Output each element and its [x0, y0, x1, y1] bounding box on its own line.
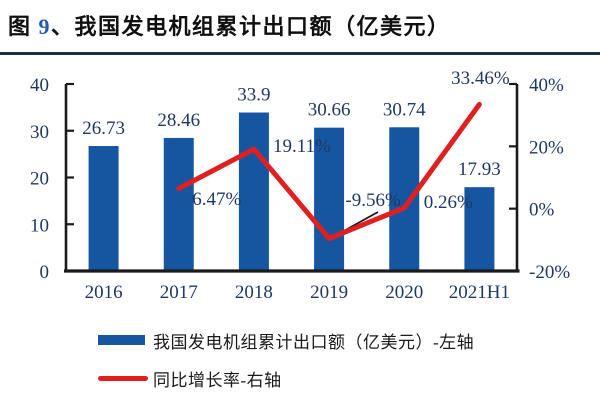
line-value-label-2018: 19.11% [273, 136, 331, 157]
bar-value-label-2016: 26.73 [82, 118, 125, 139]
legend-bar-label: 我国发电机组累计出口额（亿美元）-左轴 [153, 332, 475, 352]
growth-rate-line [176, 101, 482, 241]
bar-2019 [314, 127, 345, 272]
legend-item-export-value: 我国发电机组累计出口额（亿美元）-左轴 [98, 328, 578, 352]
x-axis-label-2021H1: 2021H1 [449, 282, 510, 303]
bar-value-label-2019: 30.66 [308, 100, 351, 121]
left-axis-label-30: 30 [30, 122, 49, 143]
bar-value-label-2018: 33.9 [237, 85, 270, 106]
line-value-label-2021H1: 33.46% [451, 68, 510, 89]
right-axis-label--20: -20% [529, 262, 570, 283]
x-axis-label-2018: 2018 [235, 282, 273, 303]
bar-value-label-2020: 30.74 [383, 99, 426, 120]
x-axis-label-2020: 2020 [385, 282, 423, 303]
bar-2020 [389, 127, 420, 271]
legend: 我国发电机组累计出口额（亿美元）-左轴 同比增长率-右轴 [98, 328, 578, 404]
title-divider [0, 52, 600, 55]
x-axis-label-2019: 2019 [310, 282, 348, 303]
right-axis-label-20: 20% [529, 137, 564, 158]
legend-line-label: 同比增长率-右轴 [153, 370, 282, 390]
legend-bar-swatch [98, 335, 145, 345]
chart-svg: 0 10 20 30 40 -20% 0% 20% 40% 2016 2017 2018 2019 202… [30, 68, 570, 303]
x-axis-label-2016: 2016 [85, 282, 123, 303]
legend-line-swatch [98, 375, 148, 381]
bar-value-label-2017: 28.46 [157, 110, 200, 131]
bar-2016 [88, 146, 119, 271]
x-axis-label-2017: 2017 [160, 282, 198, 303]
legend-item-growth-rate: 同比增长率-右轴 [98, 366, 578, 390]
figure-title-text: 、我国发电机组累计出口额（亿美元） [51, 14, 451, 39]
left-axis-label-40: 40 [30, 75, 49, 96]
line-value-label-2020: 0.26% [424, 192, 473, 213]
bar-value-label-2021H1: 17.93 [458, 159, 501, 180]
figure-title: 图 9、我国发电机组累计出口额（亿美元） [8, 9, 451, 41]
figure-number: 9 [38, 14, 52, 39]
bar-2017 [163, 137, 194, 271]
bar-2018 [238, 112, 269, 271]
line-value-label-2017: 6.47% [192, 189, 241, 210]
left-axis-label-0: 0 [40, 262, 50, 283]
right-axis-label-40: 40% [529, 75, 564, 96]
right-axis-label-0: 0% [529, 200, 555, 221]
left-axis-label-20: 20 [30, 169, 49, 190]
left-axis-label-10: 10 [30, 215, 49, 236]
bar-2021H1 [464, 187, 495, 271]
line-value-label-2019: -9.56% [345, 190, 401, 211]
figure-title-prefix: 图 [8, 14, 39, 39]
